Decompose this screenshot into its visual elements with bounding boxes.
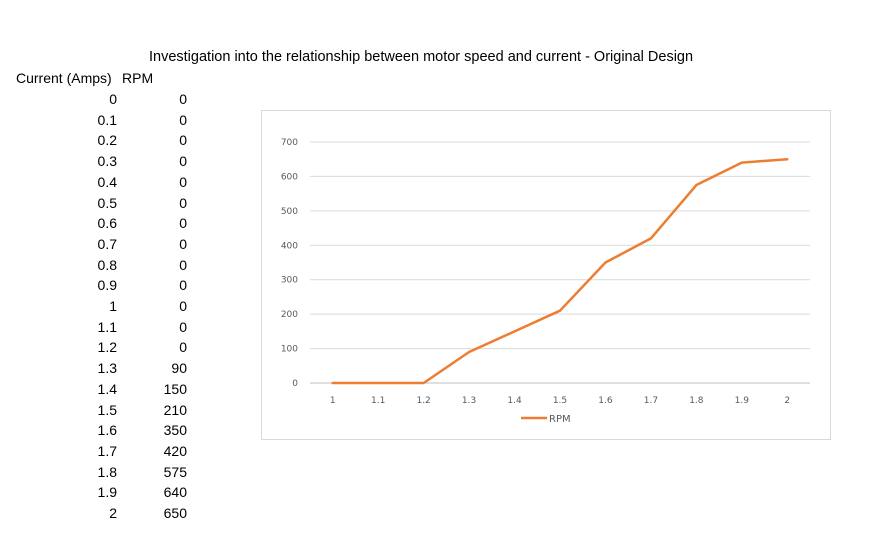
- rpm-cell: 640: [163, 484, 187, 501]
- table-row: 0.8 0: [0, 255, 200, 276]
- current-cell: 1.3: [97, 360, 117, 377]
- current-cell: 2: [109, 505, 117, 521]
- rpm-cell: 0: [179, 153, 187, 170]
- page-title: Investigation into the relationship betw…: [149, 49, 694, 65]
- table-row: 0.5 0: [0, 193, 200, 214]
- y-tick-label: 0: [292, 379, 298, 389]
- current-cell: 0.5: [97, 194, 117, 211]
- rpm-cell: 650: [163, 505, 187, 521]
- current-cell: 1.8: [97, 463, 117, 480]
- current-cell: 0.8: [97, 256, 117, 273]
- x-tick-label: 2: [784, 396, 790, 406]
- y-tick-label: 400: [281, 241, 298, 251]
- current-cell: 1.2: [97, 339, 117, 356]
- table-row: 0.4 0: [0, 172, 200, 193]
- rpm-cell: 420: [163, 442, 187, 459]
- rpm-cell: 0: [179, 215, 187, 232]
- x-tick-label: 1.7: [644, 396, 658, 406]
- table-row: 2 650: [0, 503, 200, 524]
- y-tick-label: 700: [281, 138, 298, 148]
- current-column-header: Current (Amps): [16, 70, 112, 86]
- x-tick-label: 1.4: [507, 396, 522, 406]
- table-row: 1.7 420: [0, 441, 200, 462]
- y-tick-label: 600: [281, 172, 298, 182]
- current-cell: 1.4: [97, 380, 117, 397]
- line-chart: 0 100 200 300 400 500 600 700 1 1.1 1.2 1.3 1.4 1.5 1.…: [281, 138, 810, 425]
- y-tick-label: 500: [281, 207, 298, 217]
- current-cell: 1.7: [97, 442, 117, 459]
- current-cell: 1.6: [97, 422, 117, 439]
- table-row: 0.3 0: [0, 151, 200, 172]
- current-cell: 0.1: [97, 111, 117, 128]
- table-row: 0.1 0: [0, 110, 200, 131]
- rpm-cell: 210: [163, 401, 187, 418]
- table-row: 0.6 0: [0, 213, 200, 234]
- table-row: 1.3 90: [0, 358, 200, 379]
- chart-area: 0 100 200 300 400 500 600 700 1 1.1 1.2 1.3 1.4 1.5 1.…: [261, 110, 831, 440]
- current-cell: 1: [109, 298, 117, 314]
- rpm-cell: 350: [163, 422, 187, 439]
- current-cell: 0.9: [97, 277, 117, 294]
- table-row: 1.8 575: [0, 462, 200, 483]
- table-row: 1.9 640: [0, 482, 200, 503]
- rpm-cell: 0: [179, 91, 187, 107]
- rpm-cell: 0: [179, 318, 187, 335]
- legend-label: RPM: [549, 414, 571, 425]
- rpm-cell: 0: [179, 256, 187, 273]
- y-tick-label: 100: [281, 345, 298, 355]
- x-tick-label: 1.3: [462, 396, 476, 406]
- table-row: 1.5 210: [0, 400, 200, 421]
- current-cell: 0.2: [97, 132, 117, 149]
- current-cell: 0.3: [97, 153, 117, 170]
- table-row: 1.4 150: [0, 379, 200, 400]
- rpm-cell: 0: [179, 132, 187, 149]
- rpm-cell: 90: [171, 360, 187, 377]
- y-tick-label: 300: [281, 276, 298, 286]
- rpm-cell: 0: [179, 277, 187, 294]
- table-row: 0.2 0: [0, 130, 200, 151]
- x-tick-label: 1.1: [371, 396, 385, 406]
- current-cell: 0: [109, 91, 117, 107]
- rpm-cell: 0: [179, 173, 187, 190]
- current-cell: 0.7: [97, 235, 117, 252]
- x-tick-label: 1.9: [735, 396, 750, 406]
- x-tick-label: 1.8: [689, 396, 704, 406]
- rpm-column-header: RPM: [122, 70, 154, 86]
- table-row: 1.2 0: [0, 337, 200, 358]
- x-tick-label: 1: [330, 396, 336, 406]
- rpm-cell: 0: [179, 111, 187, 128]
- table-row: 1.1 0: [0, 317, 200, 338]
- current-cell: 0.6: [97, 215, 117, 232]
- rpm-cell: 575: [163, 463, 187, 480]
- y-tick-label: 200: [281, 310, 298, 320]
- rpm-cell: 150: [163, 380, 187, 397]
- x-tick-label: 1.6: [598, 396, 613, 406]
- x-tick-label: 1.2: [416, 396, 430, 406]
- rpm-cell: 0: [179, 339, 187, 356]
- rpm-cell: 0: [179, 194, 187, 211]
- current-cell: 1.5: [97, 401, 117, 418]
- current-cell: 1.9: [97, 484, 117, 501]
- rpm-cell: 0: [179, 235, 187, 252]
- current-cell: 0.4: [97, 173, 117, 190]
- table-row: 0.7 0: [0, 234, 200, 255]
- current-cell: 1.1: [97, 318, 117, 335]
- x-tick-label: 1.5: [553, 396, 567, 406]
- rpm-cell: 0: [179, 298, 187, 314]
- table-row: 0.9 0: [0, 275, 200, 296]
- series-line-rpm: [331, 157, 789, 385]
- table-row: 1.6 350: [0, 420, 200, 441]
